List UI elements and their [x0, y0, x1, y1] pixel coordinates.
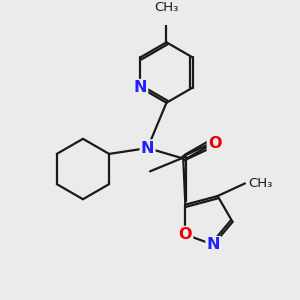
Text: N: N	[207, 237, 220, 252]
Text: O: O	[208, 136, 221, 151]
Text: CH₃: CH₃	[154, 1, 178, 14]
Text: N: N	[141, 140, 154, 155]
Text: CH₃: CH₃	[248, 177, 273, 190]
Text: N: N	[134, 80, 147, 95]
Text: O: O	[178, 227, 192, 242]
